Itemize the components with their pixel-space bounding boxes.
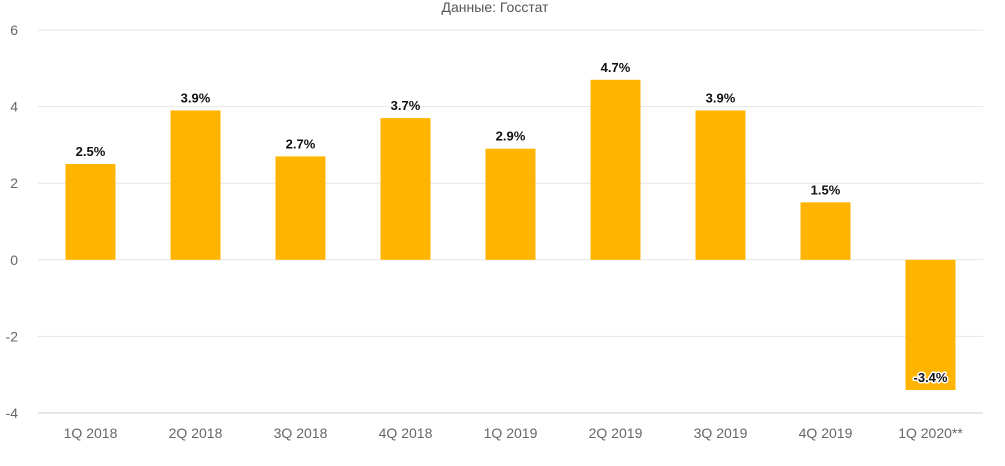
bar <box>695 110 746 260</box>
bar <box>170 110 221 260</box>
y-tick-label: 4 <box>10 99 18 115</box>
y-axis-ticks: 6 4 2 0 -2 -4 <box>6 22 19 421</box>
data-label: 3.9% <box>706 90 736 105</box>
bar <box>485 148 536 260</box>
x-tick-label: 1Q 2020** <box>898 425 963 441</box>
data-label: 3.7% <box>391 98 421 113</box>
x-tick-label: 1Q 2018 <box>64 425 118 441</box>
data-label: 2.9% <box>496 129 526 144</box>
data-label: 3.9% <box>181 90 211 105</box>
data-label: 1.5% <box>811 182 841 197</box>
y-tick-label: -4 <box>6 405 19 421</box>
bar <box>800 202 851 260</box>
x-tick-label: 4Q 2018 <box>379 425 433 441</box>
x-tick-label: 2Q 2018 <box>169 425 223 441</box>
x-tick-label: 3Q 2018 <box>274 425 328 441</box>
data-label: 2.5% <box>76 144 106 159</box>
x-axis-ticks: 1Q 2018 2Q 2018 3Q 2018 4Q 2018 1Q 2019 2Q 20… <box>64 425 964 441</box>
x-tick-label: 3Q 2019 <box>694 425 748 441</box>
x-tick-label: 1Q 2019 <box>484 425 538 441</box>
bar <box>65 164 116 260</box>
y-tick-label: 2 <box>10 175 18 191</box>
y-tick-label: -2 <box>6 328 19 344</box>
x-tick-label: 4Q 2019 <box>799 425 853 441</box>
data-label: 2.7% <box>286 136 316 151</box>
y-tick-label: 0 <box>10 252 18 268</box>
data-labels: 2.5% 3.9% 2.7% 3.7% 2.9% 4.7% 3.9% 1.5% -3.4% <box>76 60 950 387</box>
chart-subtitle: Данные: Госстат <box>442 0 550 15</box>
bar <box>380 118 431 260</box>
bar <box>905 259 956 391</box>
bar <box>590 79 641 260</box>
x-tick-label: 2Q 2019 <box>589 425 643 441</box>
bars <box>65 79 956 391</box>
data-label: -3.4% <box>914 370 948 385</box>
y-tick-label: 6 <box>10 22 18 38</box>
bar <box>275 156 326 260</box>
data-label: 4.7% <box>601 60 631 75</box>
